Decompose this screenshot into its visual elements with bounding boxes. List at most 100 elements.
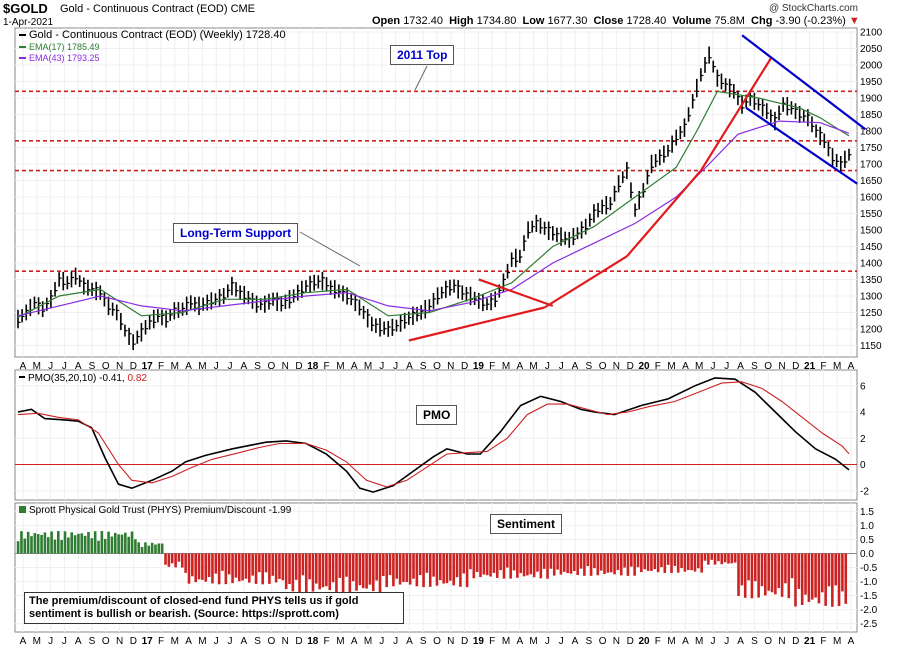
- sentiment-note: The premium/discount of closed-end fund …: [24, 592, 404, 624]
- sentiment-bar: [20, 531, 23, 554]
- sentiment-bar: [268, 553, 271, 584]
- x-tick-label: M: [364, 361, 372, 372]
- sentiment-bar: [345, 553, 348, 577]
- sentiment-bar: [442, 553, 445, 584]
- open-label: Open: [372, 15, 401, 27]
- sentiment-bar: [154, 544, 157, 554]
- x-tick-label: O: [599, 361, 607, 372]
- x-tick-label: S: [585, 361, 592, 372]
- volume-label: Volume: [672, 15, 712, 27]
- sentiment-bar: [80, 533, 84, 554]
- x-tick-label: M: [695, 361, 703, 372]
- sentiment-bar: [227, 553, 231, 575]
- sentiment-bar: [455, 553, 459, 578]
- y-tick-label: 1450: [860, 242, 883, 253]
- low-label: Low: [522, 15, 545, 27]
- x-tick-label: J: [724, 361, 729, 372]
- x-tick-label: O: [102, 636, 110, 647]
- x-tick-label: A: [185, 361, 192, 372]
- y-tick-label: 1900: [860, 93, 883, 104]
- x-tick-label: 19: [473, 361, 485, 372]
- sentiment-bar: [70, 532, 74, 554]
- x-tick-label: S: [751, 361, 758, 372]
- sentiment-bar: [609, 553, 613, 573]
- callout-pointer: [414, 65, 428, 91]
- sentiment-bar: [512, 553, 516, 571]
- sentiment-bar: [412, 553, 415, 579]
- sentiment-bar: [164, 553, 167, 565]
- sentiment-bar: [606, 553, 610, 573]
- y-tick-label: 1350: [860, 275, 883, 286]
- x-tick-label: M: [336, 636, 344, 647]
- ema43-line: [17, 120, 850, 317]
- x-tick-label: S: [420, 361, 427, 372]
- x-tick-label: O: [102, 361, 110, 372]
- sentiment-bar: [103, 538, 107, 554]
- sentiment-bar: [318, 553, 321, 590]
- y-tick-label: -1.0: [860, 577, 878, 588]
- x-tick-label: N: [282, 361, 289, 372]
- sentiment-bar: [596, 553, 600, 576]
- x-tick-label: D: [295, 636, 302, 647]
- sentiment-bar: [529, 553, 533, 575]
- x-tick-label: S: [89, 636, 96, 647]
- sentiment-bar: [187, 553, 191, 584]
- sentiment-bar: [338, 553, 342, 578]
- x-tick-label: 19: [473, 636, 485, 647]
- sentiment-bar: [388, 553, 392, 576]
- pmo-line: [17, 377, 850, 493]
- sentiment-bar: [348, 553, 352, 593]
- x-tick-label: M: [667, 636, 675, 647]
- x-tick-label: S: [420, 636, 427, 647]
- y-tick-label: 0.5: [860, 535, 874, 546]
- x-tick-label: S: [254, 361, 261, 372]
- sentiment-bar: [107, 531, 110, 554]
- sentiment-bar: [670, 553, 673, 574]
- sentiment-bar: [207, 553, 211, 577]
- sentiment-bar: [837, 553, 841, 607]
- sentiment-bar: [214, 553, 218, 574]
- sentiment-bar: [820, 553, 824, 593]
- sentiment-bar: [469, 553, 472, 570]
- sentiment-bar: [542, 553, 546, 569]
- sentiment-bar: [395, 553, 399, 579]
- sentiment-bar: [378, 553, 382, 593]
- x-tick-label: F: [655, 361, 661, 372]
- x-tick-label: F: [820, 636, 826, 647]
- sentiment-bar: [559, 553, 563, 575]
- sentiment-bar: [519, 553, 523, 574]
- x-tick-label: N: [778, 361, 785, 372]
- sentiment-bar: [753, 553, 757, 582]
- sentiment-bar: [686, 553, 690, 571]
- sentiment-bar: [331, 553, 335, 583]
- y-tick-label: 1400: [860, 258, 883, 269]
- sentiment-bar: [576, 553, 579, 576]
- sentiment-bar: [499, 553, 502, 571]
- x-tick-label: A: [572, 636, 579, 647]
- sentiment-bar: [157, 543, 161, 554]
- sentiment-bar: [130, 531, 134, 554]
- y-tick-label: 2050: [860, 44, 883, 55]
- sentiment-bar: [197, 553, 201, 580]
- x-tick-label: A: [682, 361, 689, 372]
- x-tick-label: 20: [638, 636, 650, 647]
- pmo-signal-line: [17, 381, 850, 488]
- sentiment-bar: [375, 553, 378, 581]
- callout-long-term-support: Long-Term Support: [173, 223, 299, 243]
- sentiment-bar: [492, 553, 496, 573]
- sentiment-bar: [750, 553, 754, 599]
- sentiment-bar: [93, 531, 97, 554]
- sentiment-bar: [402, 553, 405, 582]
- sentiment-bar: [100, 531, 104, 554]
- sentiment-bar: [231, 553, 234, 584]
- x-tick-label: M: [33, 636, 41, 647]
- sentiment-bar: [120, 534, 124, 554]
- sentiment-bar: [180, 553, 184, 568]
- x-tick-label: D: [130, 636, 137, 647]
- sentiment-bar: [690, 553, 693, 571]
- sentiment-bar: [727, 553, 730, 564]
- y-tick-label: 0: [860, 460, 866, 471]
- x-tick-label: J: [711, 636, 716, 647]
- sentiment-bar: [439, 553, 442, 581]
